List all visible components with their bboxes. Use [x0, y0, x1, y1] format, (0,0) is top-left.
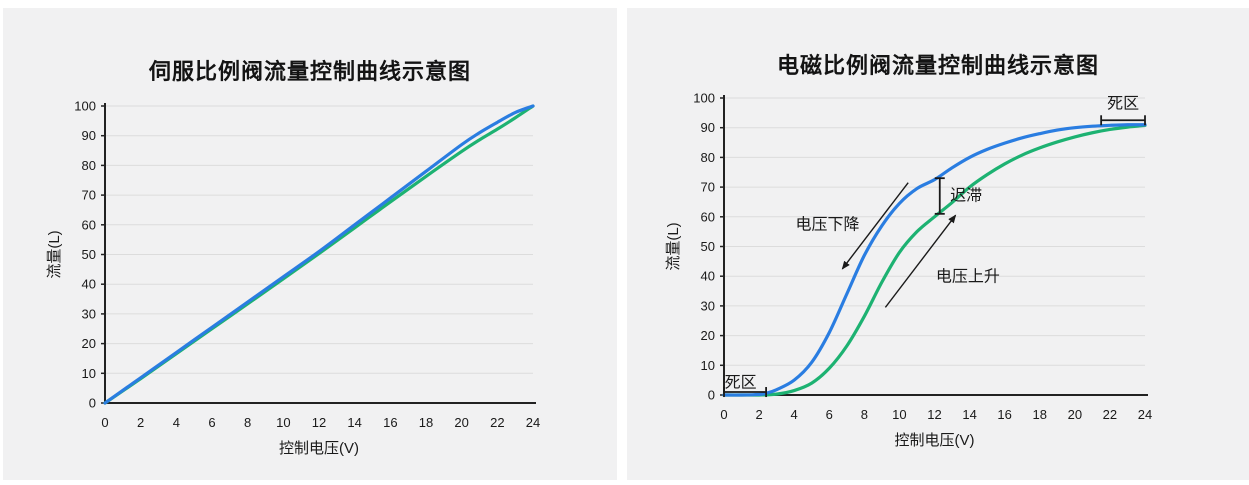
y-tick-label: 20 [701, 328, 715, 343]
x-axis-title: 控制电压(V) [279, 440, 359, 457]
x-tick-label: 22 [1103, 407, 1117, 422]
x-tick-label: 0 [101, 415, 108, 430]
y-tick-label: 80 [701, 150, 715, 165]
y-tick-label: 90 [701, 120, 715, 135]
y-tick-label: 50 [701, 239, 715, 254]
x-tick-label: 8 [861, 407, 868, 422]
y-axis-title: 流量(L) [665, 222, 682, 270]
x-tick-label: 20 [454, 415, 468, 430]
y-tick-label: 70 [701, 180, 715, 195]
hysteresis-label: 迟滞 [950, 187, 982, 205]
x-tick-label: 24 [1138, 407, 1152, 422]
dead-zone-high-label: 死区 [1107, 95, 1139, 112]
x-tick-label: 10 [276, 415, 290, 430]
y-tick-label: 30 [82, 306, 96, 321]
y-tick-label: 0 [89, 396, 96, 411]
curve-voltage-down [722, 123, 1147, 397]
voltage-rising-arrow-label: 电压上升 [936, 268, 1000, 286]
x-tick-label: 20 [1068, 407, 1082, 422]
voltage-falling-arrow-label: 电压下降 [795, 216, 859, 234]
curve-voltage-up [722, 123, 1147, 397]
x-tick-label: 14 [347, 415, 361, 430]
y-tick-label: 20 [82, 336, 96, 351]
x-tick-label: 10 [892, 407, 906, 422]
x-tick-label: 12 [312, 415, 326, 430]
x-tick-label: 8 [244, 415, 251, 430]
y-tick-label: 60 [701, 209, 715, 224]
x-tick-label: 14 [962, 407, 976, 422]
x-tick-label: 22 [490, 415, 504, 430]
voltage-falling-arrow [841, 182, 909, 270]
x-tick-label: 16 [383, 415, 397, 430]
x-tick-label: 0 [720, 407, 727, 422]
y-axis-title: 流量(L) [46, 230, 63, 278]
y-tick-label: 30 [701, 298, 715, 313]
x-tick-label: 12 [927, 407, 941, 422]
y-tick-label: 10 [701, 358, 715, 373]
servo-chart-title: 伺服比例阀流量控制曲线示意图 [148, 59, 471, 84]
solenoid-valve-chart-panel: 电磁比例阀流量控制曲线示意图 0 10 20 30 40 50 60 70 80 90 100 0 2 4… [627, 8, 1249, 480]
x-tick-label: 2 [137, 415, 144, 430]
x-tick-label: 6 [826, 407, 833, 422]
x-tick-label: 2 [755, 407, 762, 422]
y-tick-label: 10 [82, 366, 96, 381]
y-tick-label: 60 [82, 217, 96, 232]
curve-voltage-down [103, 104, 535, 405]
servo-valve-chart-panel: 伺服比例阀流量控制曲线示意图 0 10 20 30 40 50 60 70 80 90 100 0 2 4… [3, 8, 617, 480]
x-axis-title: 控制电压(V) [895, 432, 975, 449]
x-tick-label: 4 [173, 415, 180, 430]
x-tick-label: 18 [419, 415, 433, 430]
dead-zone-low-label: 死区 [725, 374, 757, 391]
solenoid-chart-title: 电磁比例阀流量控制曲线示意图 [776, 53, 1099, 78]
y-tick-label: 70 [82, 188, 96, 203]
y-tick-label: 100 [74, 99, 96, 114]
x-tick-label: 18 [1033, 407, 1047, 422]
y-tick-label: 100 [693, 91, 715, 106]
y-tick-label: 0 [708, 388, 715, 403]
x-tick-label: 24 [526, 415, 540, 430]
y-tick-label: 50 [82, 247, 96, 262]
voltage-rising-arrow [884, 214, 957, 308]
y-tick-label: 40 [701, 269, 715, 284]
y-tick-label: 80 [82, 158, 96, 173]
x-tick-label: 4 [791, 407, 798, 422]
x-tick-label: 16 [997, 407, 1011, 422]
y-tick-label: 40 [82, 277, 96, 292]
y-tick-label: 90 [82, 128, 96, 143]
x-tick-label: 6 [208, 415, 215, 430]
